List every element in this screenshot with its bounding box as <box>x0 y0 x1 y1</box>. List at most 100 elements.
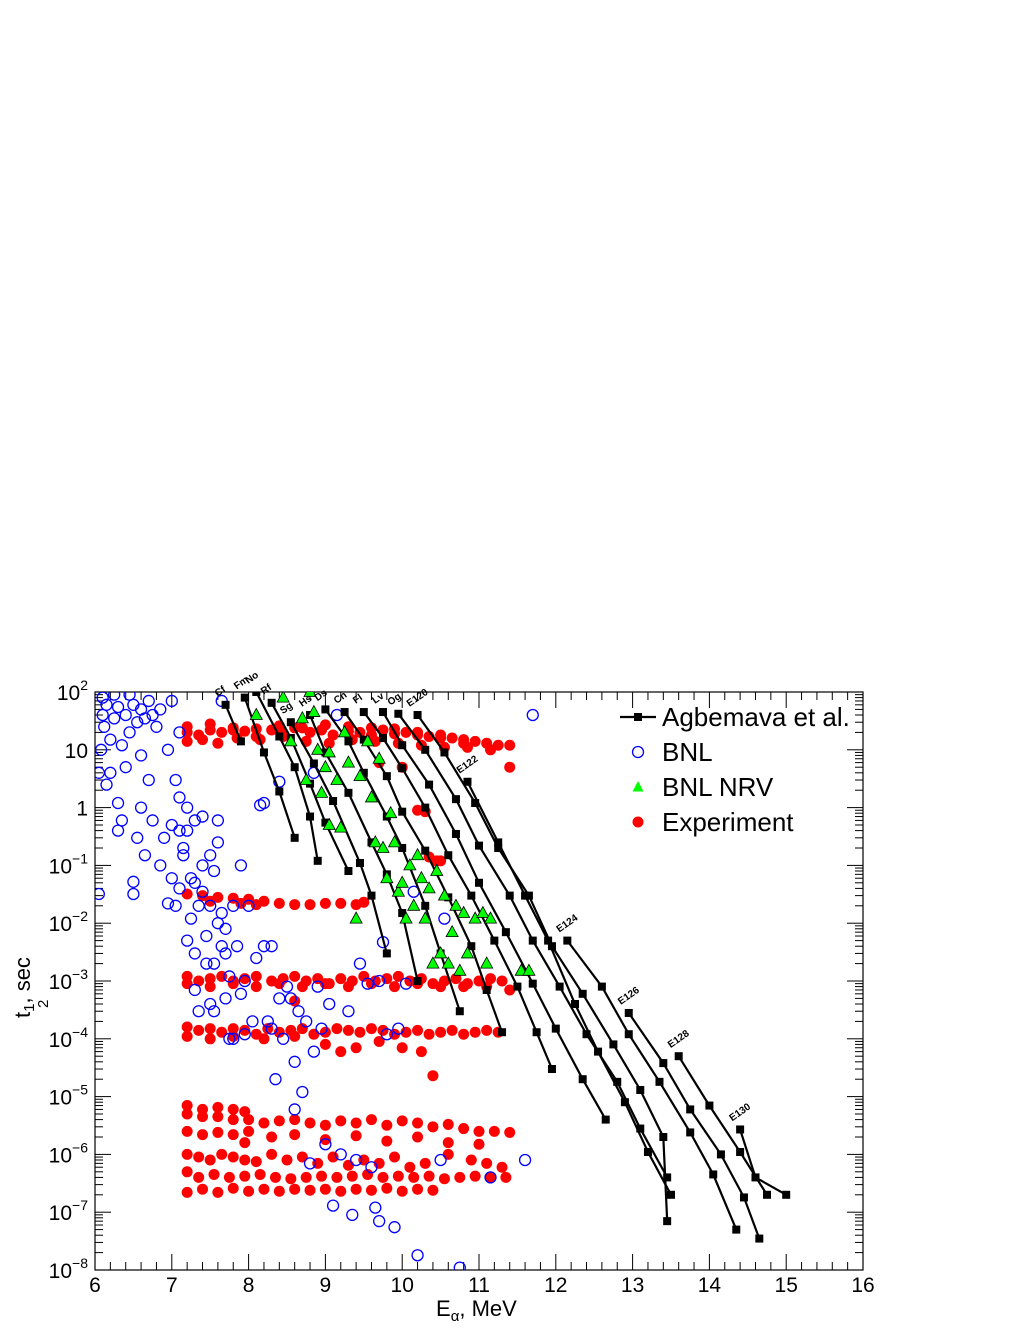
curve-label-ds: Ds <box>313 687 330 704</box>
agbemava-point <box>440 748 449 757</box>
y-tick-label: 10−4 <box>49 1024 89 1052</box>
experiment-point <box>485 1171 497 1183</box>
y-tick-label: 10−8 <box>49 1255 89 1283</box>
agbemava-point <box>705 1101 714 1110</box>
bnl-point <box>196 810 209 823</box>
experiment-point <box>335 1185 347 1197</box>
experiment-point <box>212 1186 224 1198</box>
bnl-nrv-point <box>364 790 379 803</box>
experiment-point <box>469 1026 481 1038</box>
bnl-point <box>261 1015 274 1028</box>
bnl-point <box>373 974 386 988</box>
legend-experiment-marker <box>632 816 644 828</box>
agbemava-point <box>379 708 387 717</box>
experiment-point <box>454 1171 466 1183</box>
experiment-point <box>181 1186 193 1198</box>
agbemava-point <box>686 1128 695 1137</box>
experiment-point <box>273 897 285 909</box>
bnl-nrv-point <box>476 905 490 918</box>
bnl-point <box>96 692 109 704</box>
agbemava-point <box>379 734 387 743</box>
experiment-point <box>412 1183 424 1195</box>
agbemava-curve-fm <box>243 697 296 839</box>
bnl-point <box>184 912 198 925</box>
bnl-point <box>250 951 263 965</box>
agbemava-point <box>494 844 503 853</box>
experiment-point <box>350 1117 362 1129</box>
experiment-point <box>342 1159 354 1171</box>
agbemava-point <box>359 735 368 744</box>
experiment-point <box>331 1171 343 1183</box>
agbemava-point <box>275 787 284 796</box>
legend-label: BNL NRV <box>662 772 774 802</box>
experiment-point <box>458 1123 470 1135</box>
bnl-point <box>138 849 152 862</box>
experiment-point <box>412 726 424 738</box>
agbemava-point <box>313 856 322 865</box>
bnl-point <box>288 1103 301 1116</box>
experiment-point <box>193 1024 205 1036</box>
agbemava-point <box>624 1008 633 1017</box>
experiment-point <box>281 1154 293 1166</box>
y-tick-label-exponent: −1 <box>72 850 88 866</box>
agbemava-point <box>620 1098 629 1107</box>
agbemava-point <box>471 799 480 808</box>
bnl-point <box>411 1249 424 1262</box>
x-axis-title-sub: α <box>451 1308 460 1325</box>
experiment-point <box>319 719 331 731</box>
agbemava-point <box>686 1105 695 1114</box>
experiment-point <box>254 1168 266 1180</box>
agbemava-point <box>290 763 299 772</box>
bnl-nrv-point <box>314 785 329 798</box>
agbemava-point <box>467 942 476 951</box>
bnl-nrv-point <box>322 817 336 830</box>
experiment-point <box>319 1038 331 1050</box>
experiment-point <box>481 1157 493 1169</box>
experiment-point <box>204 1033 216 1045</box>
agbemava-point <box>344 788 353 797</box>
agbemava-curve-e120 <box>416 714 669 1222</box>
y-tick-label-exponent: −3 <box>72 966 88 982</box>
experiment-point <box>181 1030 193 1042</box>
bnl-nrv-point <box>445 924 459 938</box>
agbemava-point <box>494 838 503 847</box>
curve-label-lv: Lv <box>370 691 386 707</box>
bnl-point <box>146 814 159 827</box>
bnl-nrv-point <box>449 898 463 911</box>
experiment-point <box>319 1183 331 1195</box>
y-tick-label-exponent: −4 <box>72 1024 88 1040</box>
x-tick-label: 10 <box>391 1274 414 1297</box>
bnl-nrv-point <box>480 956 494 969</box>
bnl-point <box>204 899 217 912</box>
bnl-point <box>518 1153 532 1167</box>
agbemava-point <box>674 1052 683 1061</box>
experiment-point <box>435 732 447 744</box>
agbemava-point <box>643 1148 652 1157</box>
y-tick-label: 102 <box>57 677 88 705</box>
experiment-point <box>181 1108 193 1120</box>
y-axis-title-rest: , sec <box>10 957 35 1003</box>
bnl-point <box>98 720 111 733</box>
agbemava-point <box>736 1148 745 1157</box>
experiment-point <box>365 1023 377 1035</box>
legend-bnl-nrv-marker <box>632 781 644 792</box>
bnl-nrv-point <box>483 911 498 924</box>
bnl-nrv-point <box>372 751 386 764</box>
experiment-point <box>488 1125 500 1137</box>
bnl-point <box>269 1073 282 1086</box>
bnl-nrv-point <box>276 692 290 703</box>
experiment-point <box>458 981 470 993</box>
curve-label-rf: Rf <box>259 682 275 697</box>
experiment-point <box>438 1173 450 1185</box>
agbemava-point <box>290 833 299 842</box>
experiment-point <box>243 1114 255 1126</box>
experiment-point <box>304 1117 316 1129</box>
experiment-point <box>319 1119 331 1131</box>
bnl-point <box>150 720 163 733</box>
experiment-point <box>419 1157 431 1169</box>
agbemava-point <box>359 708 368 717</box>
agbemava-point <box>709 1170 718 1179</box>
bnl-point <box>284 992 297 1005</box>
agbemava-point <box>528 979 537 988</box>
